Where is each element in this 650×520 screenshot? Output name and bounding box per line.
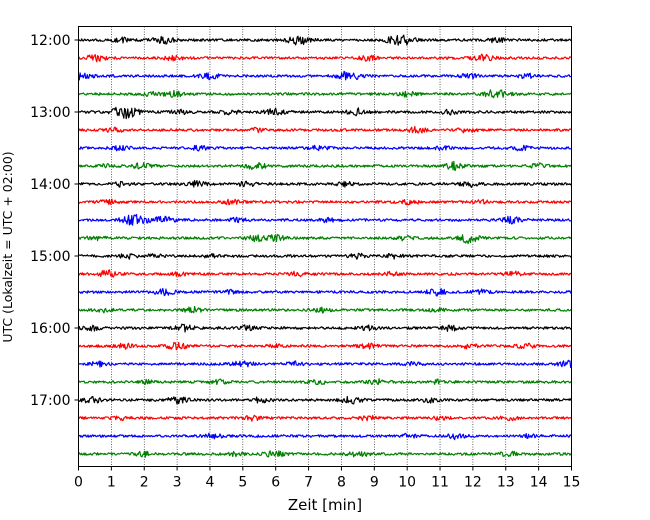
x-tick-label: 15 [563,475,581,491]
trace-16 [78,305,572,314]
trace-12 [78,233,572,245]
trace-14 [77,269,572,278]
x-tick-label: 12 [464,475,482,491]
trace-1 [78,34,572,46]
vertical-gridlines [111,26,539,467]
x-axis-ticks: 0 1 2 3 4 5 6 7 8 9 10 11 12 13 14 15 [74,466,581,491]
x-axis-label: Zeit [min] [288,496,362,514]
trace-20 [78,378,572,386]
x-tick-label: 13 [497,475,515,491]
x-tick-label: 7 [304,475,313,491]
trace-5 [78,106,572,120]
x-tick-label: 0 [74,475,83,491]
x-tick-label: 5 [238,475,247,491]
trace-3 [77,70,572,81]
x-tick-label: 10 [398,475,416,491]
y-tick-label: 15:00 [30,249,70,265]
x-tick-label: 9 [370,475,379,491]
trace-10 [78,198,572,206]
x-tick-label: 14 [530,475,548,491]
trace-11 [78,213,572,226]
trace-8 [78,160,572,171]
seismic-traces [77,34,573,458]
trace-23 [78,432,573,441]
trace-18 [78,341,572,351]
trace-4 [78,89,572,99]
trace-7 [78,144,572,152]
x-tick-label: 6 [271,475,280,491]
trace-19 [78,359,573,369]
trace-6 [78,126,572,134]
y-tick-label: 16:00 [30,321,70,337]
x-tick-label: 2 [140,475,149,491]
trace-15 [78,287,572,297]
y-axis-label: UTC (Lokalzeit = UTC + 02:00) [0,151,15,342]
trace-21 [78,395,573,405]
x-tick-label: 8 [337,475,346,491]
plot-frame [78,26,572,467]
x-tick-label: 3 [173,475,182,491]
y-tick-label: 13:00 [30,105,70,121]
y-tick-label: 14:00 [30,177,70,193]
trace-17 [78,323,572,333]
y-tick-label: 12:00 [30,33,70,49]
y-tick-label: 17:00 [30,393,70,409]
trace-2 [78,53,572,63]
x-tick-label: 11 [431,475,449,491]
trace-9 [77,179,572,189]
trace-13 [78,252,572,260]
trace-22 [78,414,573,422]
trace-24 [77,450,573,458]
y-axis-ticks: 12:00 13:00 14:00 15:00 16:00 17:00 [30,33,79,409]
x-tick-label: 1 [107,475,116,491]
x-tick-label: 4 [206,475,215,491]
